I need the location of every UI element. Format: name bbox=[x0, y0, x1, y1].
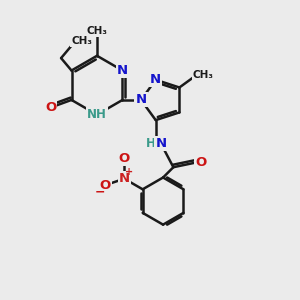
Text: −: − bbox=[94, 185, 105, 198]
Text: N: N bbox=[155, 137, 167, 150]
Text: N: N bbox=[136, 93, 147, 106]
Text: O: O bbox=[45, 101, 56, 114]
Text: CH₃: CH₃ bbox=[86, 26, 107, 36]
Text: N: N bbox=[117, 64, 128, 77]
Text: O: O bbox=[119, 152, 130, 165]
Text: H: H bbox=[146, 137, 155, 150]
Text: CH₃: CH₃ bbox=[71, 36, 92, 46]
Text: O: O bbox=[100, 179, 111, 192]
Text: +: + bbox=[125, 167, 133, 177]
Text: CH₃: CH₃ bbox=[193, 70, 214, 80]
Text: N: N bbox=[119, 172, 130, 185]
Text: O: O bbox=[195, 156, 207, 169]
Text: N: N bbox=[150, 73, 161, 86]
Text: NH: NH bbox=[87, 108, 107, 121]
